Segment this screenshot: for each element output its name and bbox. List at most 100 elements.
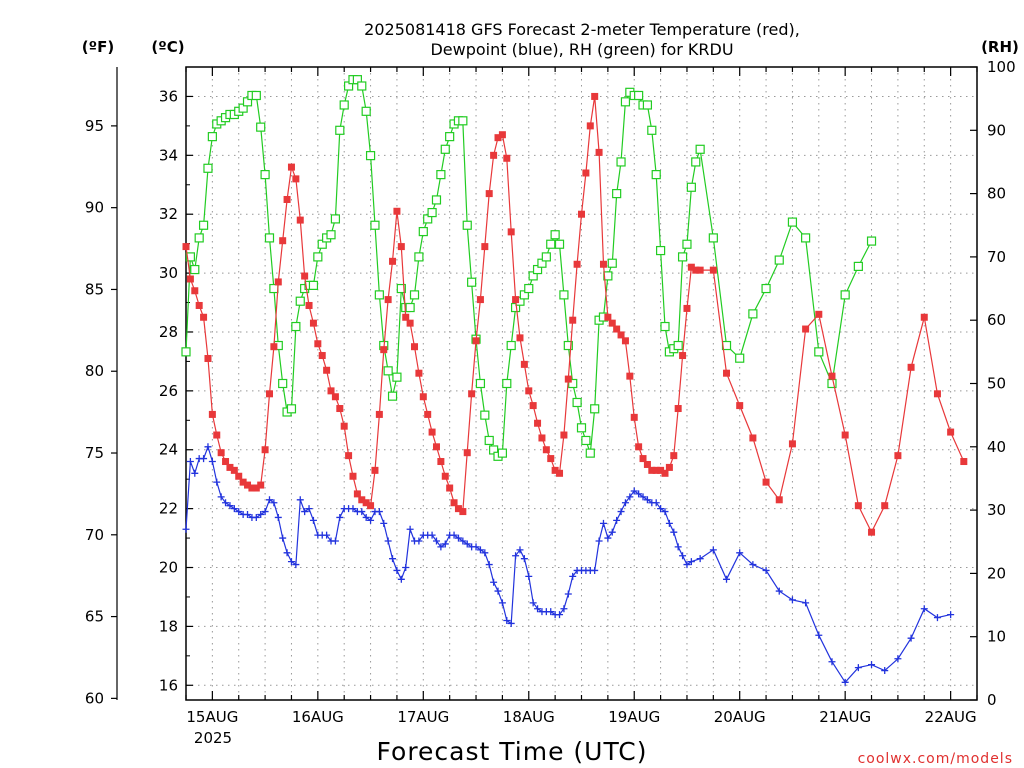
dewpoint-point: [670, 528, 678, 536]
rh-point: [708, 233, 718, 243]
temperature-point: [345, 452, 353, 460]
temperature-point: [551, 466, 559, 474]
dewpoint-point: [336, 513, 344, 521]
rh-point: [686, 182, 696, 192]
dewpoint-point: [459, 537, 467, 545]
rh-tick-label: 40: [987, 438, 1006, 456]
fahrenheit-tick-label: 70: [85, 526, 104, 544]
temperature-point: [547, 455, 555, 463]
dewpoint-point: [393, 566, 401, 574]
chart-title-line2: Dewpoint (blue), RH (green) for KRDU: [430, 40, 733, 59]
dewpoint-point: [709, 546, 717, 554]
rh-point: [563, 340, 573, 351]
temperature-point: [287, 163, 295, 171]
rh-point: [392, 372, 402, 382]
rh-tick-label: 50: [987, 375, 1006, 393]
temperature-point: [265, 390, 273, 398]
dewpoint-point: [841, 678, 849, 686]
rh-point: [326, 230, 336, 240]
rh-point: [581, 435, 591, 446]
credit-label: coolwx.com/models: [858, 751, 1013, 767]
rh-tick-label: 90: [987, 121, 1006, 139]
temperature-point: [362, 499, 370, 507]
dewpoint-point: [868, 661, 876, 669]
dewpoint-point: [450, 531, 458, 539]
temperature-point: [560, 431, 568, 439]
celsius-tick-label: 32: [159, 205, 178, 223]
dewpoint-point: [933, 614, 941, 622]
temperature-point: [920, 313, 928, 321]
dewpoint-point: [309, 516, 317, 524]
rh-point: [546, 239, 556, 249]
temperature-point: [639, 455, 647, 463]
temperature-point: [665, 463, 673, 471]
temperature-point: [468, 390, 476, 398]
fahrenheit-axis: 60 65 70 75 80 85 90 95: [85, 117, 117, 707]
dewpoint-point: [749, 561, 757, 569]
rh-point: [370, 220, 380, 230]
temperature-point: [595, 148, 603, 156]
temperature-point: [450, 499, 458, 507]
temperature-point: [384, 296, 392, 304]
dewpoint-point: [406, 525, 414, 533]
rh-point: [590, 404, 600, 414]
temperature-point: [854, 502, 862, 510]
temperature-point: [762, 478, 770, 486]
temperature-point: [463, 449, 471, 457]
temperature-point: [248, 484, 256, 492]
temperature-point: [195, 301, 203, 309]
dewpoint-point: [367, 516, 375, 524]
temperature-point: [182, 243, 190, 251]
rh-point: [330, 214, 341, 224]
dewpoint-point: [331, 537, 339, 545]
rh-point: [475, 378, 486, 389]
rh-point: [418, 226, 428, 237]
dewpoint-point: [217, 493, 225, 501]
temperature-point: [749, 434, 757, 442]
dewpoint-point: [380, 519, 388, 527]
rh-point: [484, 435, 494, 446]
celsius-tick-label: 28: [159, 323, 178, 341]
temperature-point: [485, 190, 493, 198]
rh-point: [541, 252, 551, 262]
temperature-point: [569, 316, 577, 324]
rh-point: [269, 283, 279, 294]
dewpoint-point: [661, 508, 669, 516]
gridlines: [186, 67, 978, 700]
temperature-point: [586, 122, 594, 130]
rh-point: [445, 132, 455, 142]
temperature-point: [424, 410, 432, 418]
temperature-point: [459, 508, 467, 516]
rh-point: [673, 340, 683, 351]
dewpoint-point: [186, 458, 194, 466]
celsius-tick-label: 26: [159, 382, 178, 400]
dewpoint-point: [687, 558, 695, 566]
dewpoint-point: [296, 496, 304, 504]
rh-point: [866, 236, 877, 246]
temperature-point: [244, 481, 252, 489]
dewpoint-point: [375, 508, 383, 516]
dewpoint-point: [635, 490, 643, 498]
rh-point: [383, 366, 393, 376]
temperature-point: [397, 243, 405, 251]
temperature-point: [323, 366, 331, 374]
temperature-point: [402, 313, 410, 321]
temperature-point: [446, 484, 454, 492]
dewpoint-point: [182, 525, 190, 533]
temperature-point: [507, 228, 515, 236]
temperature-point: [292, 175, 300, 183]
temperature-point: [630, 413, 638, 421]
temperature-point: [525, 387, 533, 395]
temperature-point: [481, 243, 489, 251]
temperature-point: [775, 496, 783, 504]
temperature-point: [683, 304, 691, 312]
temperature-point: [841, 431, 849, 439]
temperature-point: [494, 134, 502, 142]
rh-axis: 0 10 20 30 40 50 60 70 80 90 100: [970, 58, 1016, 709]
temperature-point: [648, 466, 656, 474]
temperature-point: [881, 502, 889, 510]
dewpoint-point: [358, 508, 366, 516]
temperature-point: [687, 263, 695, 271]
temperature-point: [406, 319, 414, 327]
rh-point: [251, 90, 261, 101]
